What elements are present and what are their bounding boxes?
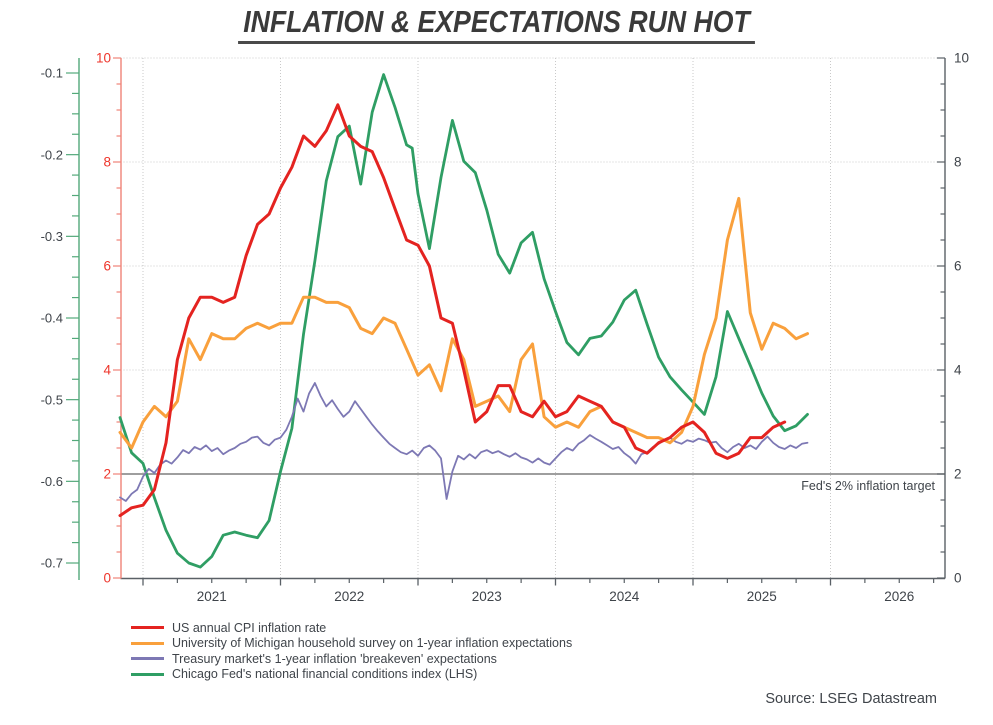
svg-text:-0.2: -0.2 [41, 147, 63, 162]
series-line-cpi [118, 103, 787, 518]
svg-text:-0.6: -0.6 [41, 474, 63, 489]
svg-text:2022: 2022 [334, 589, 364, 604]
svg-text:4: 4 [954, 363, 962, 378]
legend-label-cpi: US annual CPI inflation rate [172, 620, 327, 635]
chart-title: INFLATION & EXPECTATIONS RUN HOT [0, 4, 993, 44]
legend-swatch-cpi [131, 626, 164, 630]
fed-target-label: Fed's 2% inflation target [801, 479, 935, 493]
source-label: Source: LSEG Datastream [765, 691, 937, 707]
legend-label-umich: University of Michigan household survey … [172, 636, 573, 651]
svg-text:4: 4 [103, 363, 111, 378]
legend-label-breakeven: Treasury market's 1-year inflation 'brea… [172, 651, 497, 666]
svg-text:-0.5: -0.5 [41, 392, 63, 407]
legend-item-nfci: Chicago Fed's national financial conditi… [131, 667, 572, 683]
svg-text:0: 0 [103, 571, 111, 586]
svg-text:2026: 2026 [884, 589, 914, 604]
legend: US annual CPI inflation rate University o… [131, 620, 572, 682]
legend-swatch-breakeven [131, 657, 164, 661]
legend-item-cpi: US annual CPI inflation rate [131, 620, 572, 636]
svg-text:2021: 2021 [197, 589, 227, 604]
chart-title-text: INFLATION & EXPECTATIONS RUN HOT [238, 4, 755, 44]
legend-item-breakeven: Treasury market's 1-year inflation 'brea… [131, 651, 572, 667]
svg-text:-0.1: -0.1 [41, 66, 63, 81]
svg-text:-0.3: -0.3 [41, 229, 63, 244]
svg-text:2023: 2023 [472, 589, 502, 604]
svg-text:2: 2 [954, 467, 962, 482]
svg-text:6: 6 [103, 259, 111, 274]
legend-swatch-nfci [131, 672, 164, 676]
svg-text:-0.4: -0.4 [41, 311, 63, 326]
svg-text:8: 8 [103, 155, 111, 170]
svg-text:2: 2 [103, 467, 111, 482]
svg-text:-0.7: -0.7 [41, 556, 63, 571]
svg-text:8: 8 [954, 155, 962, 170]
svg-text:10: 10 [96, 51, 111, 66]
series-line-breakeven [119, 382, 809, 502]
series-line-nfci [118, 73, 809, 569]
svg-text:2024: 2024 [609, 589, 640, 604]
svg-text:6: 6 [954, 259, 962, 274]
svg-text:10: 10 [954, 51, 969, 66]
svg-text:0: 0 [954, 571, 962, 586]
svg-text:2025: 2025 [747, 589, 777, 604]
legend-item-umich: University of Michigan household survey … [131, 636, 572, 652]
legend-label-nfci: Chicago Fed's national financial conditi… [172, 667, 478, 682]
legend-swatch-umich [131, 641, 164, 645]
series-line-umich [118, 196, 809, 450]
